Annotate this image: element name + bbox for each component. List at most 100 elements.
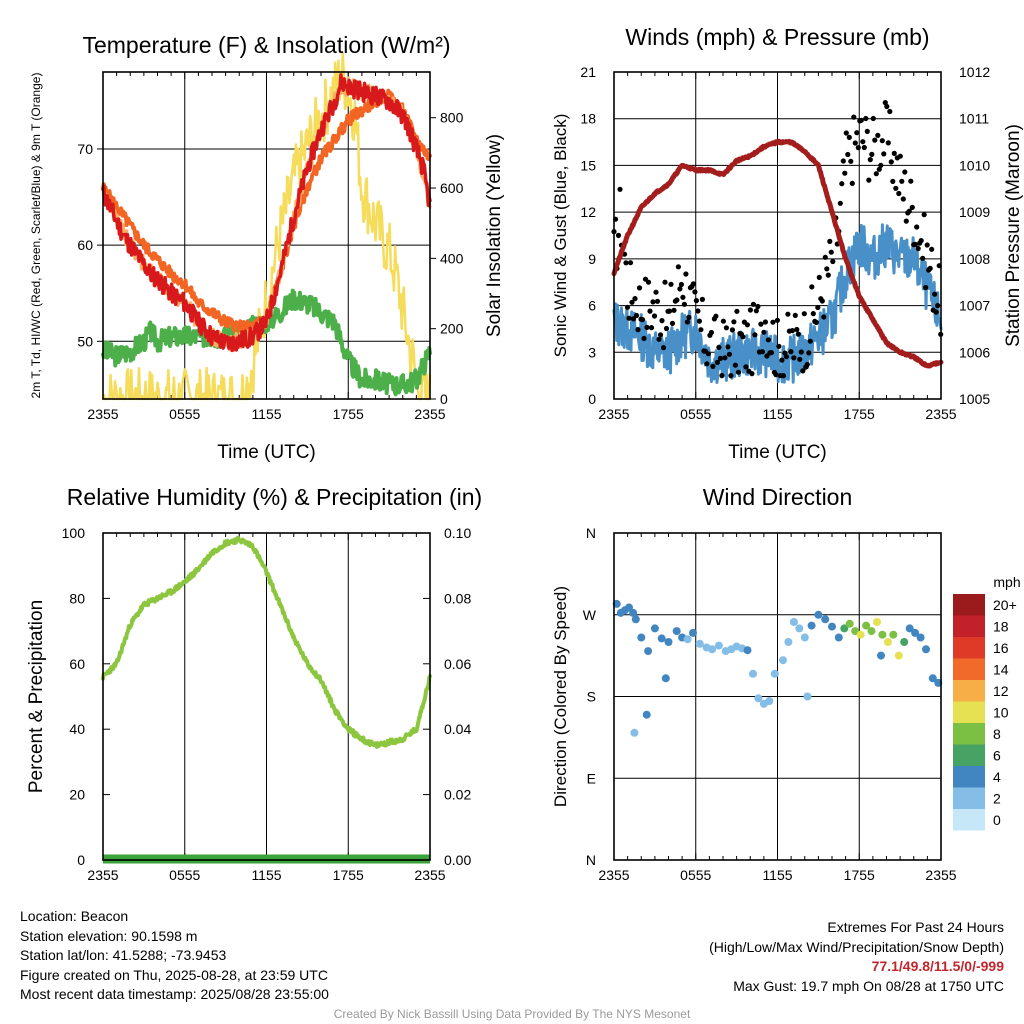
gust-point [669, 320, 676, 326]
gust-point [909, 204, 915, 210]
gust-point [708, 329, 715, 336]
gust-point [773, 372, 779, 378]
gust-point [908, 178, 914, 184]
legend-label: 4 [993, 769, 1001, 785]
legend-swatch [953, 787, 985, 809]
gust-point [789, 328, 796, 334]
gust-point [830, 258, 836, 265]
gust-point [888, 159, 894, 165]
direction-point [862, 621, 871, 630]
direction-point [708, 645, 717, 654]
temperature-chart: Temperature (F) & Insolation (W/m²)2355 0… [29, 32, 505, 463]
x-axis-label: Time (UTC) [217, 442, 316, 463]
direction-point [743, 646, 752, 655]
direction-point [803, 692, 812, 701]
direction-point [905, 624, 914, 633]
direction-point [867, 627, 876, 636]
x-tick-label: 1155 [251, 406, 281, 422]
y-tick-label-right: 0.04 [444, 721, 471, 737]
gust-point [819, 298, 825, 304]
gust-point [893, 185, 899, 191]
latlon-text: Station lat/lon: 41.5288; -73.9453 [20, 947, 227, 963]
y-tick-label-left: 0 [588, 391, 596, 407]
gust-point [729, 327, 736, 333]
gust-point [779, 357, 785, 363]
gust-point [726, 351, 733, 357]
gust-point [725, 344, 731, 350]
wind-pressure-chart: Winds (mph) & Pressure (mb) 2355 0555 1155 1… [551, 24, 1024, 463]
gust-point [912, 241, 918, 247]
gust-point [684, 319, 691, 325]
gust-point [761, 329, 767, 335]
gust-point [713, 313, 719, 319]
direction-point [672, 627, 681, 636]
created-text: Figure created on Thu, 2025-08-28, at 23… [20, 966, 328, 983]
x-tick-label: 1755 [333, 406, 364, 422]
x-tick-label: 1155 [762, 406, 792, 422]
gust-point [692, 289, 698, 295]
gust-point [720, 318, 727, 324]
gust-point [758, 321, 764, 327]
legend-swatch [953, 744, 985, 766]
direction-point [765, 697, 774, 705]
pressure-line [611, 138, 944, 369]
direction-point [873, 618, 881, 626]
max-gust-text: Max Gust: 19.7 mph On 08/28 at 1750 UTC [733, 977, 1004, 994]
direction-point [807, 621, 816, 630]
gust-point [827, 238, 833, 244]
direction-point [814, 610, 823, 619]
gust-point [858, 117, 864, 123]
legend-label: 10 [993, 704, 1009, 720]
y-tick-label-right: 0.02 [444, 787, 471, 803]
gust-point [671, 307, 677, 313]
legend-swatch [953, 615, 985, 637]
humidity-line [101, 535, 432, 749]
gust-point [714, 359, 721, 365]
y-tick-label-right: 0.10 [444, 525, 471, 541]
y-tick-label-left: 100 [62, 525, 86, 541]
gust-point [806, 350, 812, 356]
gust-point [752, 332, 758, 338]
direction-point [784, 638, 793, 646]
x-tick-label: 0555 [169, 406, 200, 422]
gust-point [840, 158, 846, 164]
gust-point [788, 349, 794, 355]
y-axis-label-left: Sonic Wind & Gust (Blue, Black) [551, 114, 570, 358]
y-tick-label-right: 0.00 [444, 852, 471, 868]
direction-point [749, 669, 757, 678]
direction-point [664, 638, 673, 646]
gust-point [882, 100, 888, 106]
direction-point [928, 674, 937, 683]
gust-point [624, 304, 631, 310]
direction-point [629, 608, 638, 617]
gust-point [809, 284, 815, 290]
y-tick-label-left: 50 [77, 333, 93, 349]
gust-point [680, 294, 686, 300]
gust-point [645, 279, 652, 285]
direction-point [642, 710, 651, 719]
y-tick-label-left: 3 [588, 344, 596, 360]
gust-point [924, 242, 930, 248]
direction-point [630, 728, 639, 737]
direction-point [789, 618, 798, 626]
x-tick-label: 1755 [844, 406, 875, 422]
direction-point [800, 633, 809, 642]
gust-point [677, 286, 683, 292]
gust-point [932, 291, 938, 297]
gust-point [848, 158, 854, 164]
gust-point [828, 249, 834, 255]
direction-point [883, 638, 892, 646]
gust-point [717, 355, 724, 361]
direction-point [637, 633, 646, 642]
gust-point [900, 196, 906, 202]
gust-point [863, 115, 869, 122]
gust-point [633, 312, 640, 319]
station-info: Location: Beacon Station elevation: 90.1… [20, 907, 329, 1005]
gust-point [804, 361, 810, 368]
direction-point [661, 674, 670, 683]
gust-point [686, 314, 692, 320]
gust-point [915, 245, 921, 252]
gust-point [921, 212, 927, 218]
x-axis-label: Time (UTC) [728, 442, 827, 463]
